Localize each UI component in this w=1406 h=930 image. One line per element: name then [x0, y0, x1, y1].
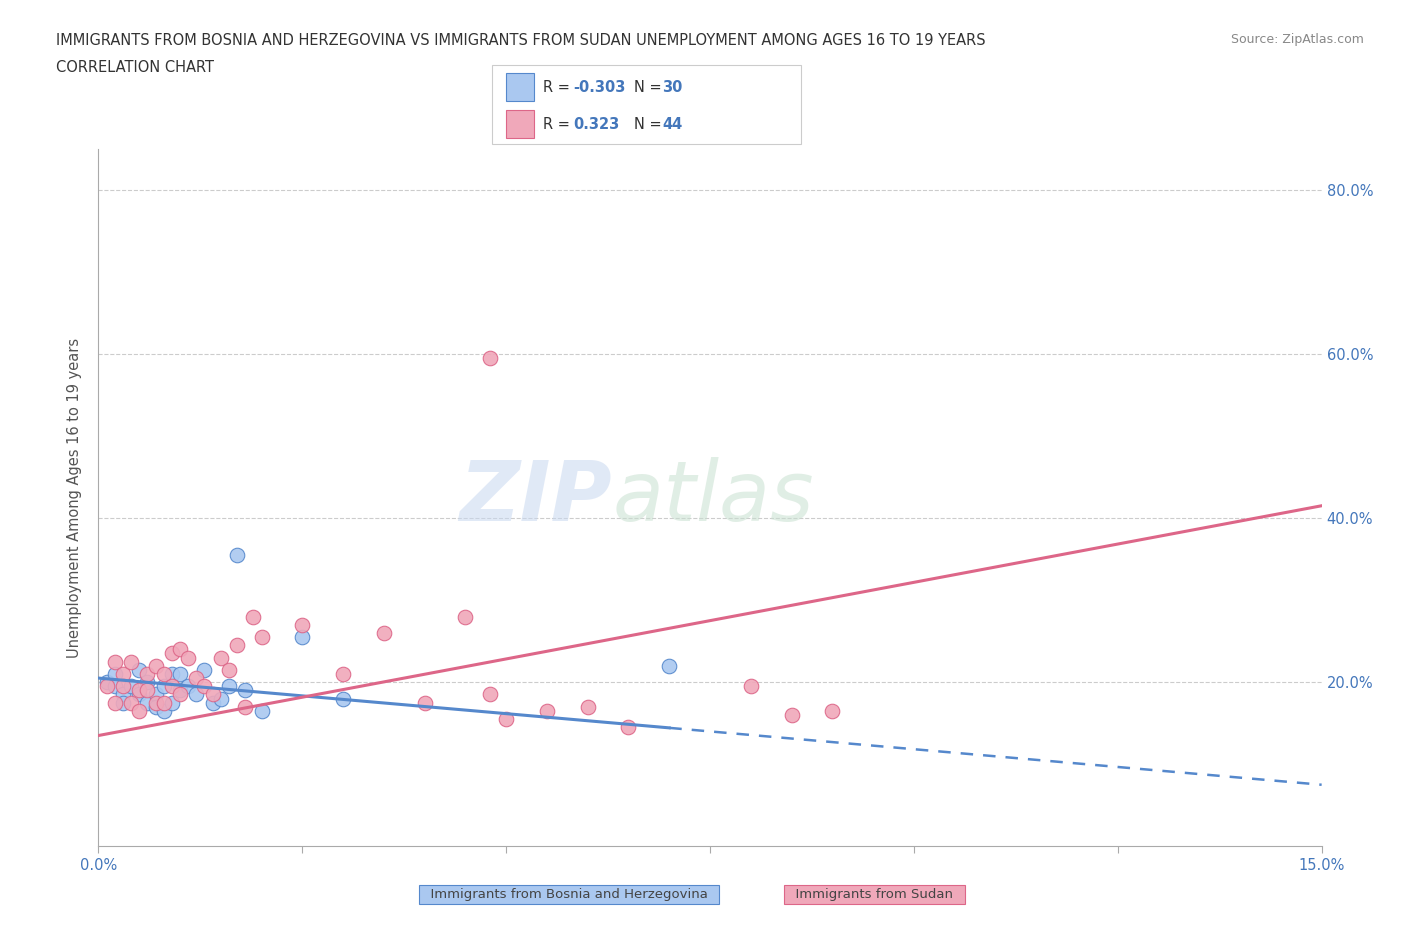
Point [111, 696, 134, 711]
Text: R =: R = [543, 80, 574, 95]
Point [242, 609, 264, 624]
Point [111, 687, 134, 702]
Point [104, 667, 127, 682]
Point [111, 667, 134, 682]
Point [152, 679, 174, 694]
Point [186, 687, 208, 702]
Point [413, 696, 436, 711]
Point [226, 548, 249, 563]
Point [104, 679, 127, 694]
Point [96, 675, 118, 690]
Text: 30: 30 [662, 80, 682, 95]
Point [160, 646, 183, 661]
Text: 0.323: 0.323 [574, 117, 620, 132]
Y-axis label: Unemployment Among Ages 16 to 19 years: Unemployment Among Ages 16 to 19 years [67, 338, 83, 658]
Point [152, 703, 174, 718]
Point [291, 618, 314, 632]
Point [186, 671, 208, 685]
Point [209, 650, 232, 665]
Point [136, 667, 159, 682]
Point [821, 703, 844, 718]
Point [169, 683, 191, 698]
Point [233, 699, 256, 714]
Text: atlas: atlas [612, 457, 814, 538]
Point [145, 687, 167, 702]
Text: Source: ZipAtlas.com: Source: ZipAtlas.com [1230, 33, 1364, 46]
Point [291, 630, 314, 644]
Point [104, 654, 127, 669]
Point [250, 630, 273, 644]
Point [169, 642, 191, 657]
Point [145, 696, 167, 711]
Text: Immigrants from Sudan: Immigrants from Sudan [787, 888, 962, 901]
Point [780, 708, 803, 723]
Point [96, 679, 118, 694]
Point [193, 662, 215, 677]
Text: N =: N = [634, 117, 666, 132]
Point [169, 667, 191, 682]
Point [233, 683, 256, 698]
Point [536, 703, 558, 718]
Point [332, 691, 354, 706]
Point [145, 658, 167, 673]
Point [160, 679, 183, 694]
Point [478, 687, 501, 702]
Point [120, 696, 142, 711]
Point [136, 696, 159, 711]
Point [120, 679, 142, 694]
Text: -0.303: -0.303 [574, 80, 626, 95]
Point [128, 662, 150, 677]
Point [104, 696, 127, 711]
Point [454, 609, 477, 624]
Point [160, 667, 183, 682]
Point [128, 683, 150, 698]
Point [617, 720, 640, 735]
Text: R =: R = [543, 117, 574, 132]
Text: 44: 44 [662, 117, 682, 132]
Point [152, 667, 174, 682]
Text: CORRELATION CHART: CORRELATION CHART [56, 60, 214, 75]
Point [120, 654, 142, 669]
Point [177, 650, 200, 665]
Point [250, 703, 273, 718]
Point [478, 351, 501, 365]
Point [136, 683, 159, 698]
Point [136, 675, 159, 690]
Point [576, 699, 599, 714]
Text: N =: N = [634, 80, 666, 95]
Point [177, 679, 200, 694]
Point [209, 691, 232, 706]
Point [740, 679, 762, 694]
Point [226, 638, 249, 653]
Point [152, 696, 174, 711]
Point [201, 687, 224, 702]
Point [169, 687, 191, 702]
Point [373, 626, 395, 641]
Point [332, 667, 354, 682]
Text: ZIP: ZIP [460, 457, 612, 538]
Point [160, 696, 183, 711]
Point [128, 703, 150, 718]
Text: IMMIGRANTS FROM BOSNIA AND HERZEGOVINA VS IMMIGRANTS FROM SUDAN UNEMPLOYMENT AMO: IMMIGRANTS FROM BOSNIA AND HERZEGOVINA V… [56, 33, 986, 47]
Point [218, 679, 240, 694]
Text: Immigrants from Bosnia and Herzegovina: Immigrants from Bosnia and Herzegovina [422, 888, 716, 901]
Point [495, 711, 517, 726]
Point [128, 687, 150, 702]
Point [218, 662, 240, 677]
Point [145, 699, 167, 714]
Point [111, 679, 134, 694]
Point [201, 696, 224, 711]
Point [658, 658, 681, 673]
Point [193, 679, 215, 694]
